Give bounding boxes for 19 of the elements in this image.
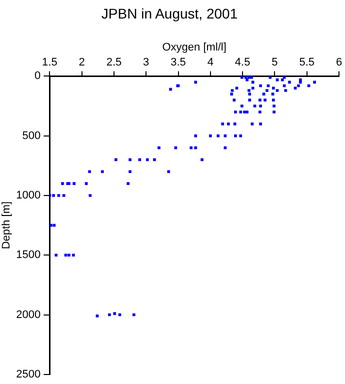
x-tick-label: 3.5 [170, 56, 186, 69]
y-tick-label: 2000 [16, 308, 41, 321]
y-tick-label: 1500 [16, 249, 41, 262]
y-axis-title: Depth [m] [0, 201, 13, 250]
x-tick-label: 3 [143, 56, 150, 69]
x-tick-label: 5.5 [299, 56, 314, 69]
x-tick-label: 5 [272, 56, 278, 69]
x-tick-label: 4 [207, 56, 214, 69]
y-tick-label: 1000 [16, 190, 41, 202]
x-tick-label: 4.5 [234, 56, 250, 69]
y-tick-label: 500 [22, 130, 41, 142]
x-tick-label: 1.5 [42, 56, 58, 69]
y-tick-label: 2500 [16, 368, 41, 380]
x-tick-label: 6 [336, 56, 342, 69]
y-tick-label: 0 [34, 70, 41, 82]
x-tick-label: 2 [78, 56, 85, 69]
x-tick-label: 2.5 [106, 56, 122, 69]
x-axis-title: Oxygen [ml/l] [162, 41, 226, 54]
chart-title: JPBN in August, 2001 [101, 5, 238, 22]
